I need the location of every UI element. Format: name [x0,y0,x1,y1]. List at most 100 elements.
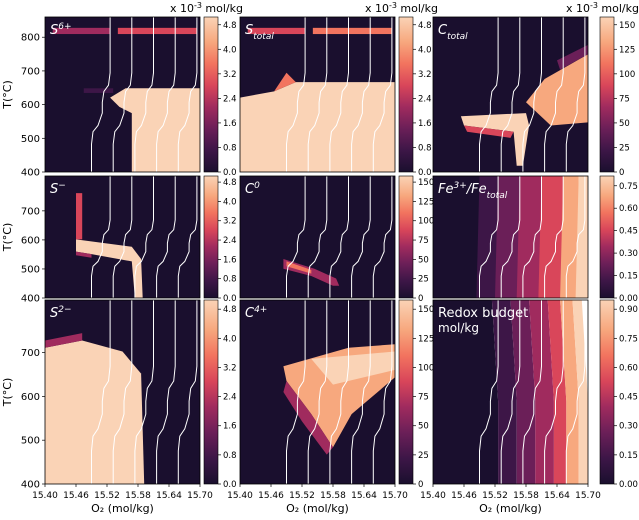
isoline [91,300,111,484]
heatmap-band-ridge [76,239,143,298]
panel-label-line2: mol/kg [438,321,479,335]
isoline [522,17,542,172]
axes-frame [239,175,396,299]
colorbar [398,16,414,173]
axes-frame [44,16,201,173]
colorbar-tick-label: 25 [418,451,429,461]
colorbar-tick-label: 3.2 [223,70,237,80]
heatmap [433,17,588,172]
colorbar [599,16,615,173]
heatmap-band [529,300,554,484]
y-tick-label: 600 [21,100,40,111]
axes-frame [239,16,396,173]
colorbar-tick-label: 0.30 [619,422,638,432]
colorbar-tick-label: 4.8 [223,305,237,315]
colorbar-tick-label: 4.0 [223,45,237,55]
colorbar-tick-label: 2.4 [223,393,237,403]
colorbar [599,299,615,485]
colorbar-tick-label: 0.90 [619,305,638,315]
isoline [307,17,328,172]
heatmap [240,176,395,298]
y-tick-label: 500 [21,134,40,145]
x-tick-label: 15.40 [420,491,446,501]
heatmap-band [516,176,542,298]
colorbar [203,16,219,173]
colorbar-tick-label: 0.0 [223,294,237,304]
heatmap-band [117,27,197,35]
colorbar-tick-label: 0 [619,168,624,178]
heatmap-band [52,27,111,35]
colorbar-tick-label: 150 [619,21,635,31]
axes-frame [432,175,589,299]
axes-frame [239,299,396,485]
isoline [500,17,521,172]
colorbar-tick-label: 0 [418,480,423,490]
y-tick-label: 400 [21,294,40,305]
isoline [307,300,328,484]
colorbar-tick-label: 0.60 [619,204,638,214]
y-tick-label: 500 [21,436,40,447]
colorbar-tick-label: 50 [619,119,630,129]
isoline [522,300,542,484]
panel-label: Ctotal [438,23,468,42]
heatmap [433,300,588,484]
isoline [479,176,499,298]
colorbar-tick-label: 25 [418,275,429,285]
colorbar-tick-label: 0.00 [619,480,638,490]
isoline [177,300,198,484]
colorbar-tick-label: 4.0 [418,45,432,55]
colorbar-tick-label: 0.8 [418,143,432,153]
colorbar-tick-label: 0.00 [619,294,638,304]
heatmap-band [510,300,536,484]
panel-1: Stotal 0.0 0.8 1.6 2.4 3.2 4.0 4.8 x 10-3 mol/kg [239,1,438,178]
colorbar-tick-label: 150 [418,305,434,315]
x-tick-label: 15.46 [63,491,89,501]
y-axis-label: T(°C) [1,223,14,252]
panel-label: Stotal [245,23,274,42]
isoline [372,176,393,298]
isoline [351,176,371,298]
colorbar-tick-label: 75 [418,393,429,403]
colorbar-tick-label: 100 [619,70,635,80]
heatmap [45,176,200,298]
isoline [544,300,564,484]
x-tick-label: 15.52 [289,491,315,501]
x-tick-label: 15.58 [513,491,539,501]
panel-label: Redox budget [438,306,528,321]
colorbar-tick-label: 0.0 [223,168,237,178]
x-tick-label: 15.46 [258,491,284,501]
isoline [134,300,154,484]
colorbar-tick-label: 0.8 [223,275,237,285]
heatmap-band-edge [464,125,514,138]
y-tick-label: 700 [21,206,40,217]
panel-label: C0 [245,181,260,197]
y-axis-label: T(°C) [1,378,14,407]
isoline [372,300,393,484]
colorbar-tick-label: 100 [418,217,434,227]
colorbar-tick-label: 2.4 [418,94,432,104]
colorbar [398,299,414,485]
heatmap-background [45,176,200,298]
heatmap-band [433,176,480,298]
heatmap [433,176,588,298]
colorbar-tick-label: 4.8 [418,21,432,31]
panel-2: Ctotal 0 25 50 75 100 125 150 x 10-3 mol/kg [432,1,639,178]
heatmap-band-edge [45,333,83,348]
panel-label: S− [50,181,66,197]
colorbar-tick-label: 125 [619,45,635,55]
y-tick-label: 700 [21,348,40,359]
panel-0: S6+ 0.0 0.8 1.6 2.4 3.2 4.0 4.8 x 10-3 mol/kg 400… [1,1,243,179]
y-tick-label: 400 [21,480,40,491]
x-tick-label: 15.64 [351,491,377,501]
colorbar-tick-label: 2.4 [223,236,237,246]
heatmap-region-high [526,54,588,126]
colorbar [599,175,615,299]
heatmap-band [312,27,392,35]
isoline [112,300,133,484]
isoline [565,300,586,484]
heatmap [45,17,200,172]
heatmap-band [476,176,499,298]
heatmap-band-core [286,261,312,274]
